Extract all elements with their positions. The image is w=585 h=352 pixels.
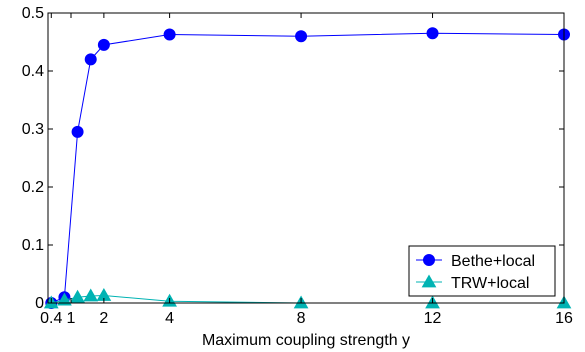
series-trw-local bbox=[43, 287, 572, 309]
y-tick-label: 0.5 bbox=[22, 5, 44, 22]
y-tick-label: 0.1 bbox=[22, 237, 44, 254]
legend-label: Bethe+local bbox=[451, 253, 535, 270]
data-point bbox=[426, 27, 439, 40]
legend-entry: TRW+local bbox=[416, 274, 529, 292]
x-axis-label: Maximum coupling strength y bbox=[202, 332, 410, 349]
plot-frame bbox=[47, 12, 565, 304]
x-tick-label: 16 bbox=[555, 310, 573, 327]
x-tick-label: 2 bbox=[99, 310, 108, 327]
y-tick-label: 0.3 bbox=[22, 121, 44, 138]
data-point bbox=[57, 292, 72, 306]
data-point bbox=[70, 289, 85, 303]
x-tick-label: 8 bbox=[297, 310, 306, 327]
data-point bbox=[84, 53, 97, 66]
legend-marker bbox=[423, 254, 435, 266]
y-tick-label: 0.2 bbox=[22, 179, 44, 196]
series-layer bbox=[43, 27, 572, 309]
x-tick-label: 1 bbox=[67, 310, 76, 327]
y-tick-label: 0.4 bbox=[22, 63, 44, 80]
x-tick-label: 4 bbox=[165, 310, 174, 327]
data-point bbox=[295, 30, 308, 43]
data-point bbox=[97, 38, 110, 51]
y-tick-label: 0 bbox=[35, 295, 44, 312]
legend-box bbox=[408, 245, 556, 297]
x-tick-label: 12 bbox=[424, 310, 442, 327]
data-point bbox=[163, 28, 176, 41]
legend-entry: Bethe+local bbox=[416, 253, 535, 270]
legend-label: TRW+local bbox=[451, 275, 529, 292]
data-point bbox=[71, 125, 84, 138]
x-tick-label: 0.4 bbox=[40, 310, 62, 327]
data-point bbox=[83, 288, 99, 302]
legend: Bethe+local TRW+local bbox=[408, 245, 556, 297]
legend-marker bbox=[421, 274, 437, 288]
